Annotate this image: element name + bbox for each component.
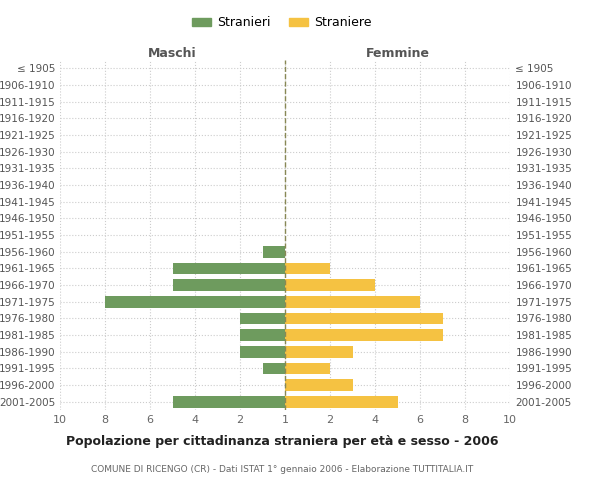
Bar: [285, 396, 398, 407]
Bar: [285, 329, 443, 341]
Bar: [285, 279, 375, 291]
Legend: Stranieri, Straniere: Stranieri, Straniere: [187, 11, 377, 34]
Bar: [285, 379, 353, 391]
Bar: [285, 296, 420, 308]
Bar: [173, 262, 285, 274]
Bar: [285, 262, 330, 274]
Bar: [105, 296, 285, 308]
Bar: [240, 329, 285, 341]
Text: Maschi: Maschi: [148, 47, 197, 60]
Bar: [173, 279, 285, 291]
Bar: [285, 362, 330, 374]
Text: Popolazione per cittadinanza straniera per età e sesso - 2006: Popolazione per cittadinanza straniera p…: [66, 435, 498, 448]
Text: COMUNE DI RICENGO (CR) - Dati ISTAT 1° gennaio 2006 - Elaborazione TUTTITALIA.IT: COMUNE DI RICENGO (CR) - Dati ISTAT 1° g…: [91, 465, 473, 474]
Bar: [240, 346, 285, 358]
Bar: [285, 312, 443, 324]
Bar: [173, 396, 285, 407]
Bar: [240, 312, 285, 324]
Bar: [285, 346, 353, 358]
Bar: [263, 362, 285, 374]
Text: Femmine: Femmine: [365, 47, 430, 60]
Bar: [263, 246, 285, 258]
